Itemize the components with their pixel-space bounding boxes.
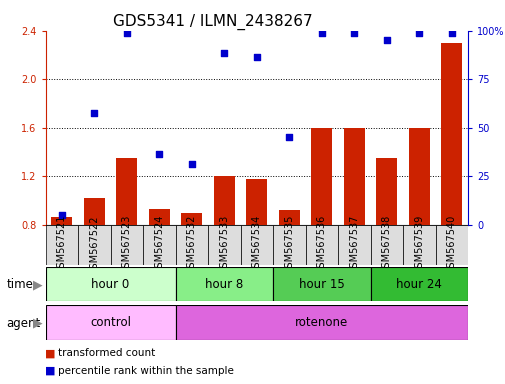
Text: ■: ■ [45, 366, 56, 376]
Bar [78, 225, 110, 265]
Point [382, 37, 390, 43]
Point [317, 30, 325, 36]
Text: GSM567523: GSM567523 [122, 215, 131, 275]
Bar [213, 176, 234, 225]
Bar [116, 158, 137, 225]
Text: percentile rank within the sample: percentile rank within the sample [58, 366, 234, 376]
Bar [51, 217, 72, 225]
Bar [45, 267, 175, 301]
Bar [83, 198, 105, 225]
Text: agent: agent [7, 317, 41, 330]
Text: GSM567522: GSM567522 [89, 215, 99, 275]
Bar [435, 225, 467, 265]
Text: ■: ■ [45, 348, 56, 358]
Bar [208, 225, 240, 265]
Point [252, 54, 261, 60]
Text: transformed count: transformed count [58, 348, 155, 358]
Text: GSM567538: GSM567538 [381, 215, 391, 275]
Point [220, 50, 228, 56]
Bar [311, 128, 332, 225]
Bar [273, 225, 305, 265]
Bar [181, 212, 202, 225]
Bar [305, 225, 337, 265]
Point [155, 151, 163, 157]
Text: GSM567535: GSM567535 [284, 215, 294, 275]
Text: GSM567537: GSM567537 [348, 215, 359, 275]
Text: ▶: ▶ [33, 317, 43, 330]
Bar [343, 128, 364, 225]
Point [285, 134, 293, 141]
Point [123, 30, 131, 36]
Bar [175, 225, 208, 265]
Bar [273, 267, 370, 301]
Bar [175, 305, 467, 340]
Point [90, 110, 98, 116]
Bar [175, 267, 273, 301]
Text: GDS5341 / ILMN_2438267: GDS5341 / ILMN_2438267 [113, 13, 312, 30]
Text: GSM567524: GSM567524 [154, 215, 164, 275]
Text: GSM567539: GSM567539 [414, 215, 424, 275]
Text: hour 15: hour 15 [298, 278, 344, 291]
Text: ▶: ▶ [33, 278, 43, 291]
Bar [110, 225, 143, 265]
Bar [376, 158, 396, 225]
Bar [45, 305, 175, 340]
Bar [337, 225, 370, 265]
Point [415, 30, 423, 36]
Bar [45, 225, 78, 265]
Text: hour 8: hour 8 [205, 278, 243, 291]
Text: control: control [90, 316, 131, 329]
Bar [143, 225, 175, 265]
Text: GSM567532: GSM567532 [186, 215, 196, 275]
Bar [440, 43, 462, 225]
Text: time: time [7, 278, 33, 291]
Text: GSM567534: GSM567534 [251, 215, 261, 275]
Point [187, 161, 195, 167]
Text: GSM567521: GSM567521 [57, 215, 67, 275]
Text: hour 0: hour 0 [91, 278, 129, 291]
Point [58, 212, 66, 218]
Bar [370, 267, 467, 301]
Bar [408, 128, 429, 225]
Text: GSM567533: GSM567533 [219, 215, 229, 275]
Text: GSM567540: GSM567540 [446, 215, 456, 275]
Point [349, 30, 358, 36]
Bar [370, 225, 402, 265]
Bar [246, 179, 267, 225]
Text: rotenone: rotenone [294, 316, 348, 329]
Text: GSM567536: GSM567536 [316, 215, 326, 275]
Bar [278, 210, 299, 225]
Point [447, 30, 455, 36]
Bar [148, 209, 170, 225]
Bar [240, 225, 273, 265]
Bar [402, 225, 435, 265]
Text: hour 24: hour 24 [395, 278, 441, 291]
